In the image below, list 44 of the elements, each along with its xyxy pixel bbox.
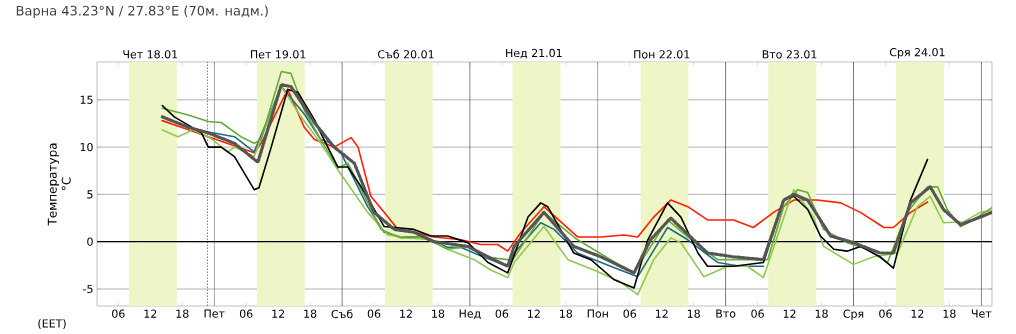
x-tick-label: 18 [560, 309, 573, 318]
x-tick-label: Чет [971, 309, 992, 318]
x-tick-label: 06 [239, 309, 253, 318]
x-tick-label: 18 [176, 309, 189, 318]
y-tick-label: 5 [87, 190, 93, 199]
x-tick-label: Сря [843, 309, 864, 320]
x-tick-label: Нед [459, 309, 481, 320]
x-tick-label: 06 [112, 309, 125, 318]
x2-tick-label: Вто 23.01 [762, 50, 817, 59]
x-tick-label: 06 [495, 309, 509, 318]
x-tick-label: Пет [204, 309, 225, 318]
x2-tick-label: Съб 20.01 [378, 49, 434, 59]
x-tick-label: 12 [655, 309, 668, 318]
x-tick-label: 12 [528, 309, 540, 318]
y-tick-label: 10 [80, 142, 93, 152]
y-tick-label: 15 [80, 95, 93, 104]
x-tick-label: Съб [331, 309, 353, 319]
x-tick-label: 18 [815, 309, 828, 318]
x-tick-label: 06 [751, 309, 764, 318]
x-tick-label: 06 [623, 309, 637, 318]
x-tick-label: 18 [687, 309, 700, 318]
y-tick-label: -5 [83, 284, 93, 294]
x-tick-label: 18 [304, 309, 317, 318]
x-tick-label: Вто [716, 309, 736, 318]
x2-tick-label: Пет 19.01 [251, 50, 306, 59]
chart-title: Варна 43.23°N / 27.83°E (70м. надм.) [16, 5, 268, 19]
text: (EET) [38, 319, 66, 329]
x-tick-label: 06 [879, 309, 892, 318]
x-tick-label: 18 [432, 309, 445, 318]
y-axis-title: Температура [47, 143, 60, 226]
x2-tick-label: Пон 22.01 [634, 50, 690, 59]
x-tick-label: 12 [272, 309, 285, 318]
x2-tick-label: Нед 21.01 [506, 48, 562, 59]
x-tick-label: 12 [911, 309, 924, 318]
x-tick-label: Пон [587, 309, 608, 318]
x2-tick-label: Чет 18.01 [123, 50, 178, 59]
x-tick-label: 12 [400, 309, 412, 318]
text: °C [61, 177, 71, 191]
x-tick-label: 18 [943, 309, 956, 318]
y-tick-label: 0 [87, 237, 93, 246]
x2-tick-label: Сря 24.01 [889, 48, 945, 59]
x-tick-label: 12 [144, 309, 157, 318]
x-tick-label: 12 [783, 309, 796, 318]
x-tick-label: 06 [367, 309, 381, 318]
